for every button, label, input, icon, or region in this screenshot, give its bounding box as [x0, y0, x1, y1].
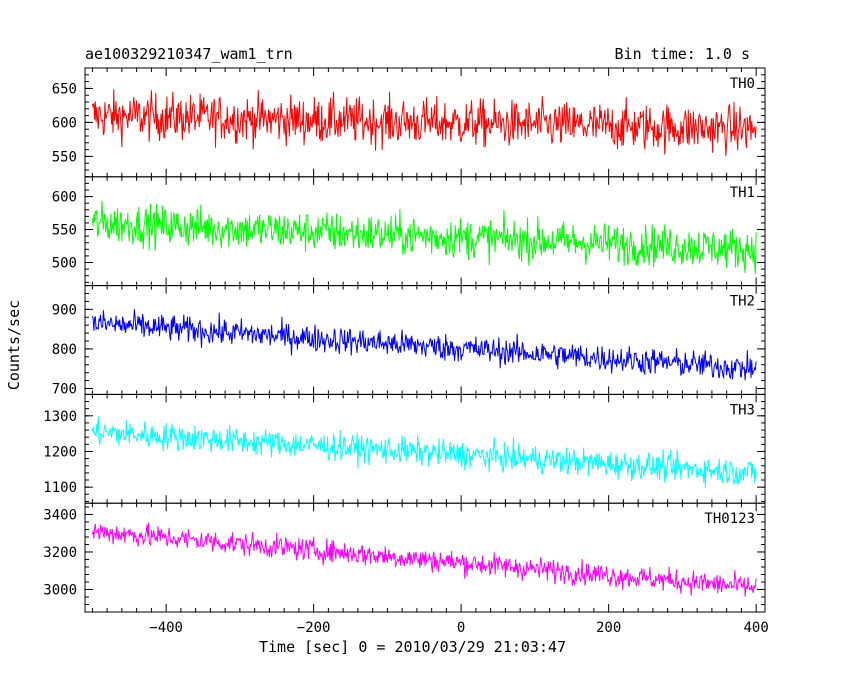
panel-th0: 550 600 650 TH0 — [52, 67, 766, 178]
y-tick-label: 650 — [52, 81, 77, 97]
y-tick-label: 500 — [52, 256, 77, 272]
series-line-th0123 — [91, 522, 757, 597]
y-tick-label: 1200 — [43, 444, 77, 460]
panel-th3: 1100 1200 1300 TH3 — [43, 393, 766, 504]
y-tick-label: 550 — [52, 223, 77, 239]
x-tick-label: 0 — [457, 620, 465, 636]
y-tick-label: 600 — [52, 190, 77, 206]
panel-th0123: 3000 3200 3400 TH0123 — [43, 502, 766, 613]
panel-name-label: TH0123 — [704, 511, 755, 527]
x-tick-label: −200 — [297, 620, 331, 636]
x-tick-label: 400 — [744, 620, 769, 636]
y-tick-label: 600 — [52, 115, 77, 131]
x-tick-label: −400 — [149, 620, 183, 636]
y-tick-label: 800 — [52, 342, 77, 358]
panel-name-label: TH1 — [730, 185, 755, 201]
y-tick-label: 1300 — [43, 409, 77, 425]
y-tick-label: 3200 — [43, 545, 77, 561]
y-tick-label: 1100 — [43, 480, 77, 496]
panels-layer: 550 600 650 TH0 500 550 600 TH1 700 800 900 TH2 1100… — [43, 67, 769, 636]
series-line-th2 — [91, 309, 757, 381]
series-line-th0 — [91, 89, 757, 156]
panel-th1: 500 550 600 TH1 — [52, 176, 766, 287]
chart-title: ae100329210347_wam1_trn — [85, 45, 293, 63]
y-tick-label: 900 — [52, 302, 77, 318]
series-line-th1 — [91, 200, 757, 275]
series-line-th3 — [91, 416, 757, 488]
y-tick-label: 3400 — [43, 507, 77, 523]
x-tick-label: 200 — [596, 620, 621, 636]
y-axis-label: Counts/sec — [5, 299, 23, 391]
y-tick-label: 3000 — [43, 582, 77, 598]
panel-th2: 700 800 900 TH2 — [52, 285, 766, 397]
x-axis-label: Time [sec] 0 = 2010/03/29 21:03:47 — [259, 638, 567, 656]
y-tick-label: 550 — [52, 149, 77, 165]
bin-time-label: Bin time: 1.0 s — [614, 45, 750, 63]
y-tick-label: 700 — [52, 381, 77, 397]
panel-name-label: TH3 — [730, 402, 755, 418]
panel-frame — [84, 285, 766, 395]
panel-name-label: TH0 — [730, 76, 755, 92]
panel-frame — [84, 502, 766, 613]
panel-name-label: TH2 — [730, 294, 755, 310]
